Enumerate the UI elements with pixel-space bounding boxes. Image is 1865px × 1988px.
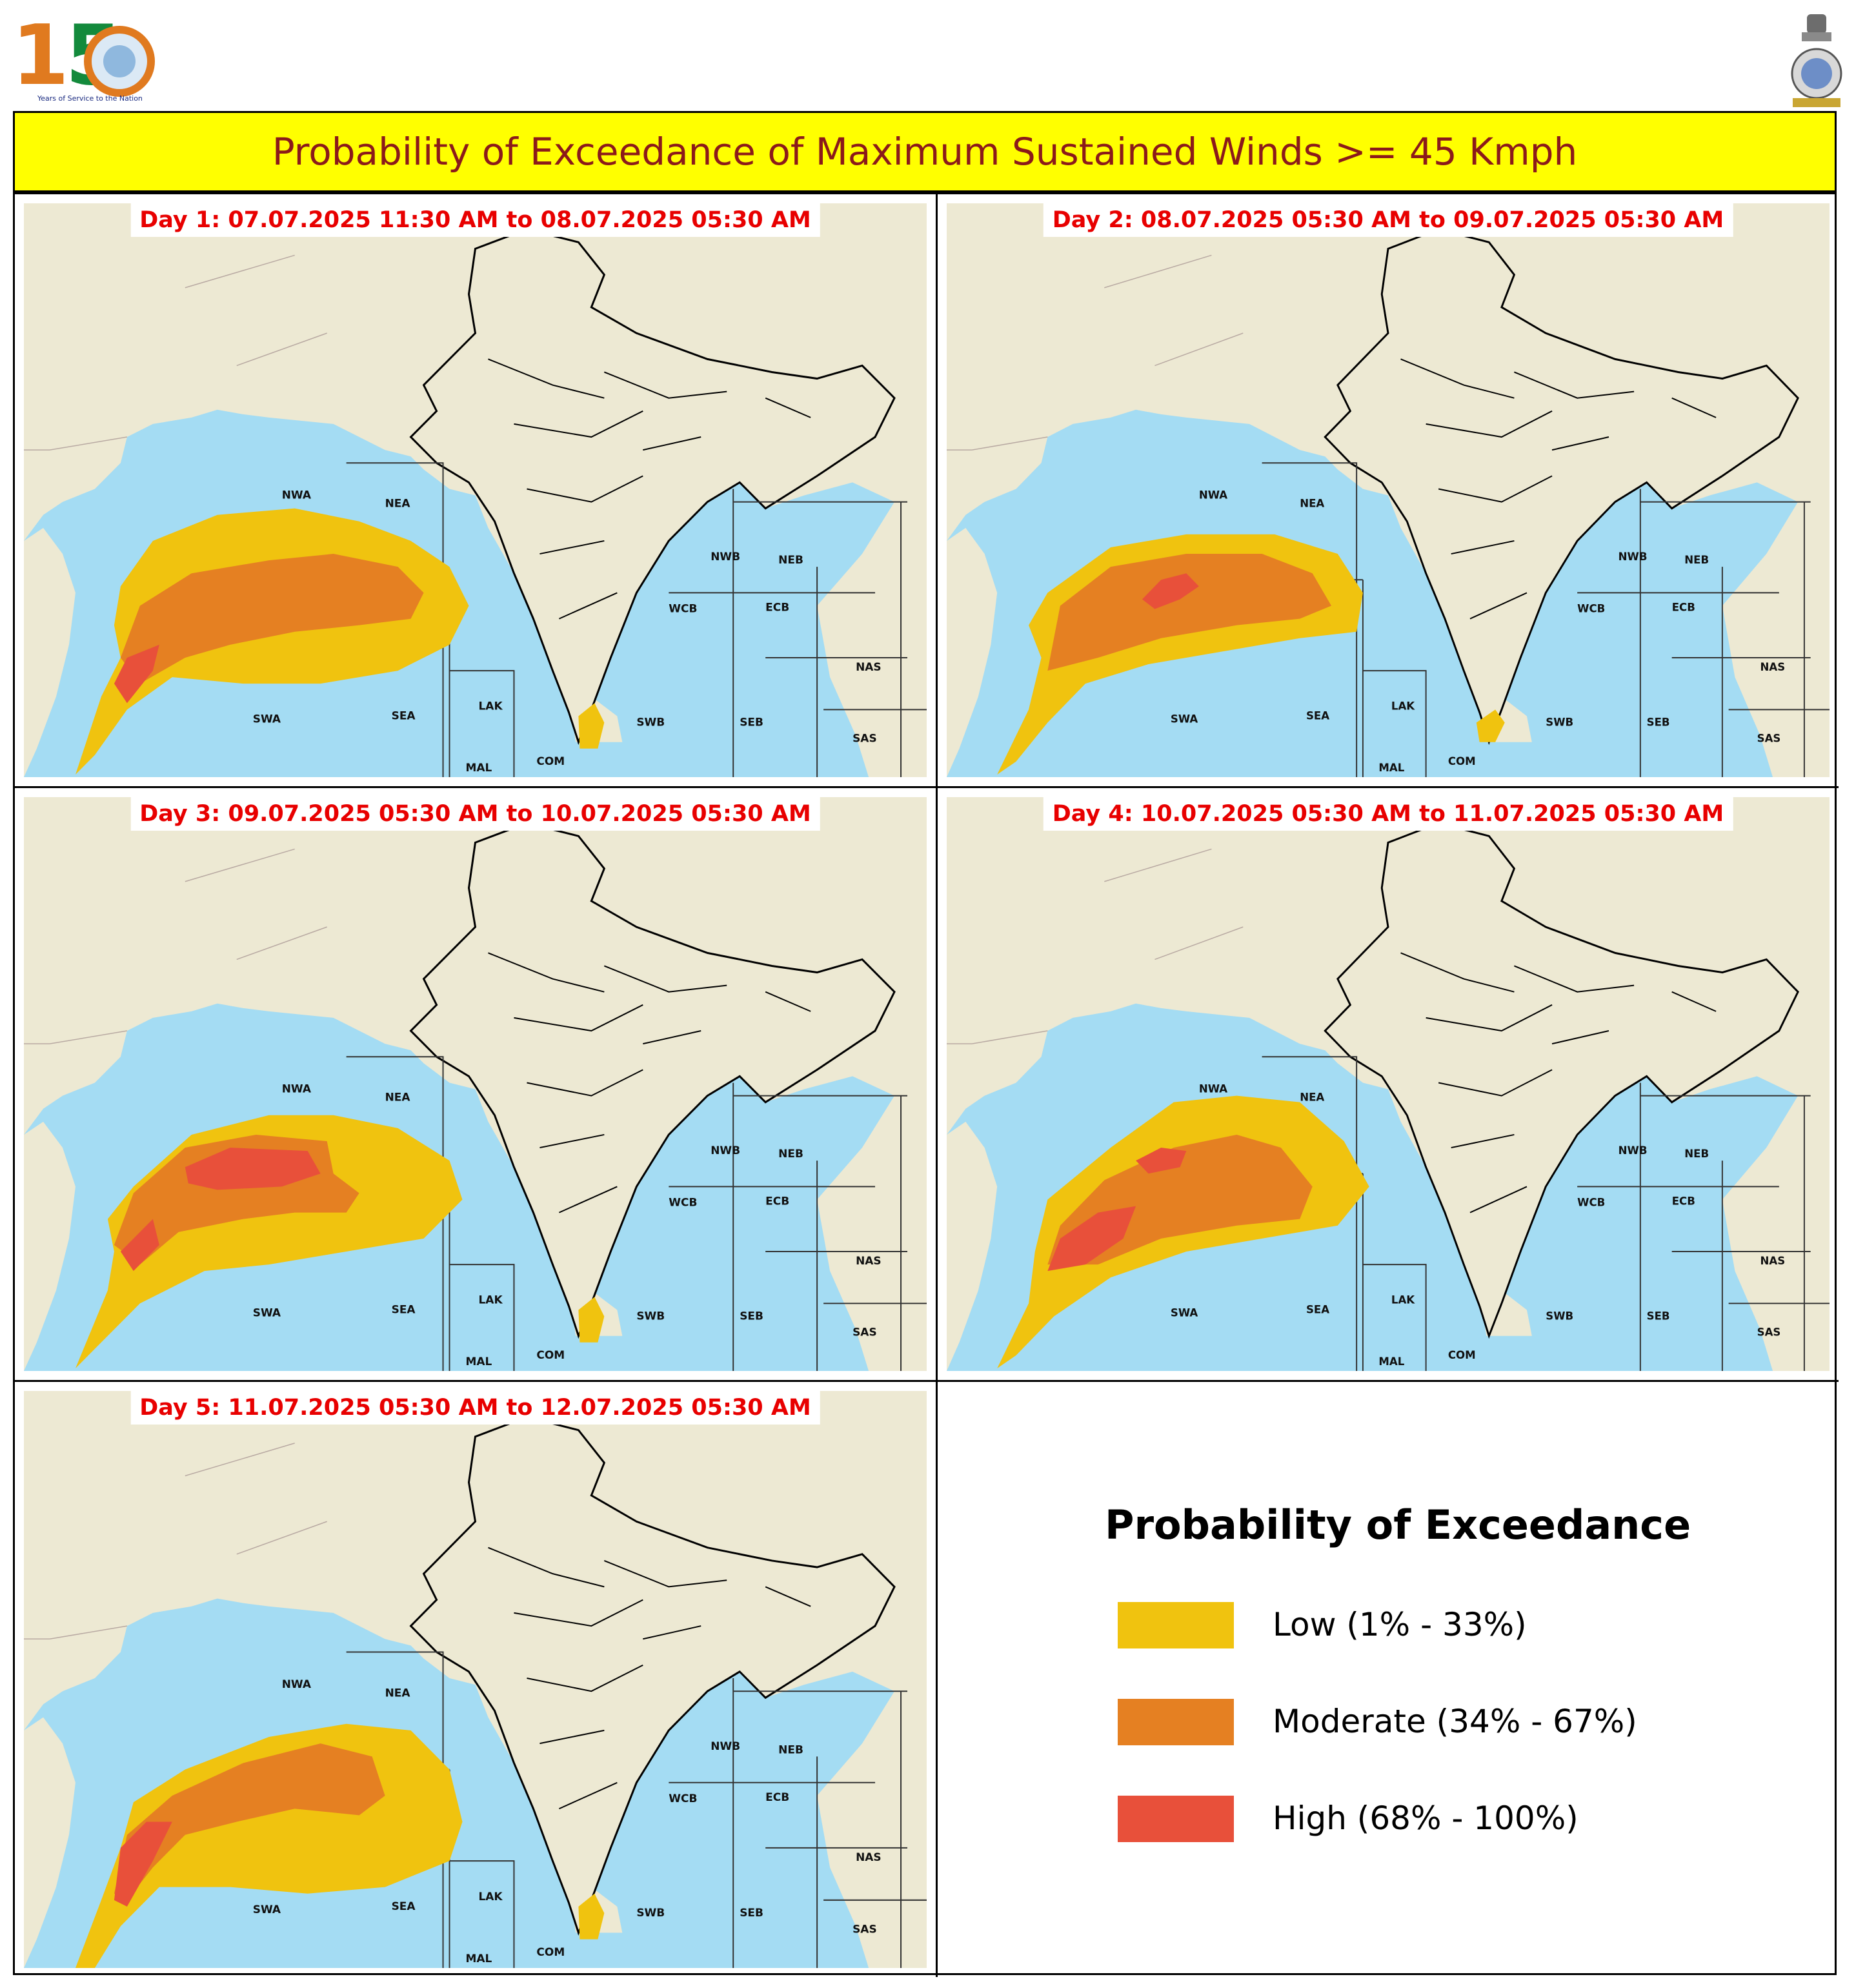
panel-day-2: Day 2: 08.07.2025 05:30 AM to 09.07.2025… (938, 194, 1839, 788)
legend-title: Probability of Exceedance (1105, 1501, 1691, 1548)
moderate-probability-area-day-1 (120, 554, 424, 684)
legend-item-low: Low (1% - 33%) (1118, 1602, 1763, 1648)
page-title: Probability of Exceedance of Maximum Sus… (13, 111, 1837, 192)
legend-label-high: High (68% - 100%) (1273, 1800, 1578, 1837)
map-day-2 (947, 203, 1830, 777)
map-day-3 (24, 797, 927, 1371)
day-label: Day 5: 11.07.2025 05:30 AM to 12.07.2025… (130, 1391, 820, 1425)
panel-day-3: Day 3: 09.07.2025 05:30 AM to 10.07.2025… (15, 788, 938, 1382)
day-label: Day 2: 08.07.2025 05:30 AM to 09.07.2025… (1043, 203, 1733, 237)
high-probability-area-day-3 (185, 1148, 321, 1190)
national-emblem-icon (1791, 14, 1842, 107)
legend-item-moderate: Moderate (34% - 67%) (1118, 1699, 1763, 1745)
imd-150-years-logo: 15 Years of Service to the Nation (12, 8, 160, 108)
day-label: Day 3: 09.07.2025 05:30 AM to 10.07.2025… (130, 797, 820, 831)
high-probability-area-day-2 (1142, 573, 1199, 609)
map-day-4 (947, 797, 1830, 1371)
legend-swatch-moderate (1118, 1699, 1234, 1745)
legend-label-low: Low (1% - 33%) (1273, 1606, 1527, 1643)
legend-label-moderate: Moderate (34% - 67%) (1273, 1703, 1637, 1740)
logo-ring-icon (84, 26, 155, 97)
legend-panel (938, 1382, 1839, 1977)
map-day-5 (24, 1391, 927, 1968)
moderate-probability-area-day-2 (1047, 554, 1332, 671)
panel-day-5: Day 5: 11.07.2025 05:30 AM to 12.07.2025… (15, 1382, 938, 1977)
panel-day-1: Day 1: 07.07.2025 11:30 AM to 08.07.2025… (15, 194, 938, 788)
high-probability-area-day-1 (114, 644, 159, 704)
day-label: Day 1: 07.07.2025 11:30 AM to 08.07.2025… (130, 203, 820, 237)
legend-swatch-low (1118, 1602, 1234, 1648)
high-probability-area-day-4 (1047, 1206, 1136, 1272)
legend-item-high: High (68% - 100%) (1118, 1796, 1763, 1842)
map-day-1 (24, 203, 927, 777)
moderate-probability-area-day-5 (114, 1743, 385, 1900)
legend-swatch-high (1118, 1796, 1234, 1842)
high-probability-area-day-5 (114, 1821, 172, 1907)
panel-grid: Day 1: 07.07.2025 11:30 AM to 08.07.2025… (13, 192, 1839, 1977)
day-label: Day 4: 10.07.2025 05:30 AM to 11.07.2025… (1043, 797, 1733, 831)
panel-day-4: Day 4: 10.07.2025 05:30 AM to 11.07.2025… (938, 788, 1839, 1382)
logo-tagline: Years of Service to the Nation (37, 94, 143, 103)
